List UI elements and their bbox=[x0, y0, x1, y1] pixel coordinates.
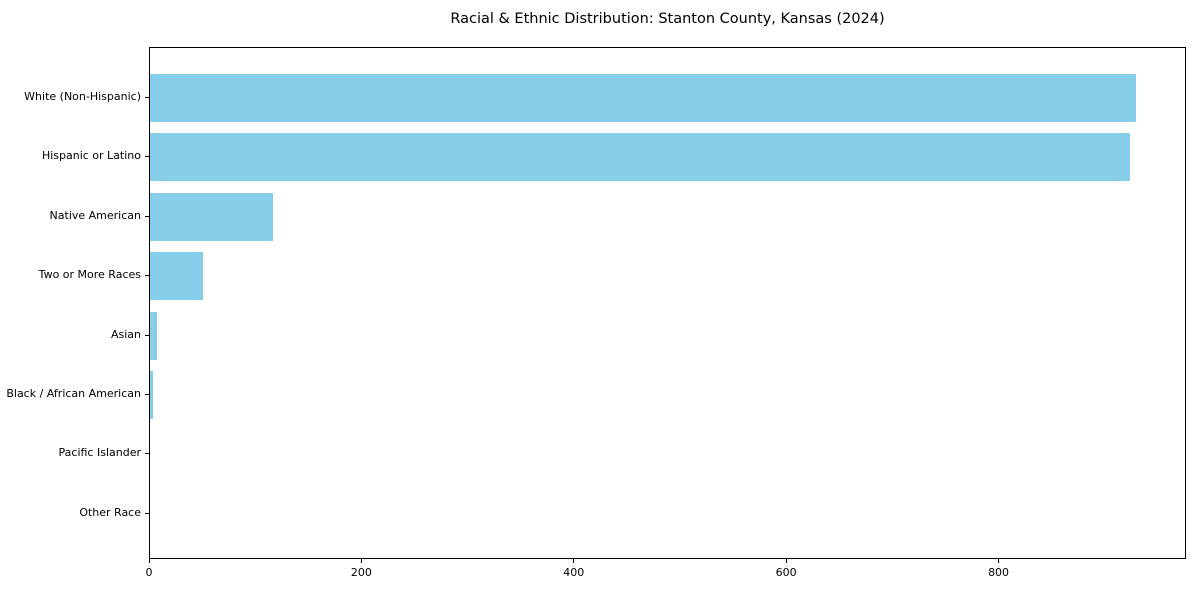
y-tick-mark bbox=[145, 156, 149, 158]
x-tick-mark bbox=[148, 559, 150, 563]
y-tick-label: Black / African American bbox=[6, 387, 141, 400]
x-tick-label: 400 bbox=[563, 566, 585, 579]
bar bbox=[150, 311, 158, 360]
y-tick-mark bbox=[145, 512, 149, 514]
x-tick-label: 600 bbox=[775, 566, 797, 579]
y-tick-mark bbox=[145, 394, 149, 395]
y-tick-label: White (Non-Hispanic) bbox=[24, 90, 141, 103]
y-tick-label: Other Race bbox=[79, 505, 141, 519]
y-axis-labels: White (Non-Hispanic) Hispanic or Latino Na… bbox=[0, 0, 141, 600]
y-tick-mark bbox=[145, 215, 149, 217]
bar bbox=[150, 74, 1136, 122]
x-tick-label: 0 bbox=[145, 566, 153, 579]
x-tick-mark bbox=[785, 559, 787, 563]
y-tick-label: Two or More Races bbox=[38, 268, 141, 282]
x-tick-mark bbox=[998, 559, 1000, 563]
bar bbox=[150, 371, 154, 419]
x-tick-mark bbox=[360, 559, 362, 563]
y-tick-mark bbox=[145, 275, 149, 277]
bar bbox=[150, 252, 203, 301]
y-tick-label: Pacific Islander bbox=[58, 446, 141, 460]
chart-title: Racial & Ethnic Distribution: Stanton Co… bbox=[450, 11, 885, 27]
x-tick-label: 800 bbox=[988, 566, 1010, 579]
bar bbox=[150, 192, 273, 241]
y-tick-mark bbox=[145, 334, 149, 336]
y-tick-mark bbox=[145, 453, 149, 455]
y-tick-mark bbox=[145, 97, 149, 98]
y-tick-label: Hispanic or Latino bbox=[41, 149, 141, 163]
y-tick-label: Asian bbox=[110, 327, 141, 341]
x-tick-mark bbox=[573, 559, 575, 563]
plot-area bbox=[149, 47, 1186, 559]
bar bbox=[150, 133, 1131, 182]
x-tick-label: 200 bbox=[350, 566, 372, 579]
y-tick-label: Native American bbox=[49, 208, 141, 222]
